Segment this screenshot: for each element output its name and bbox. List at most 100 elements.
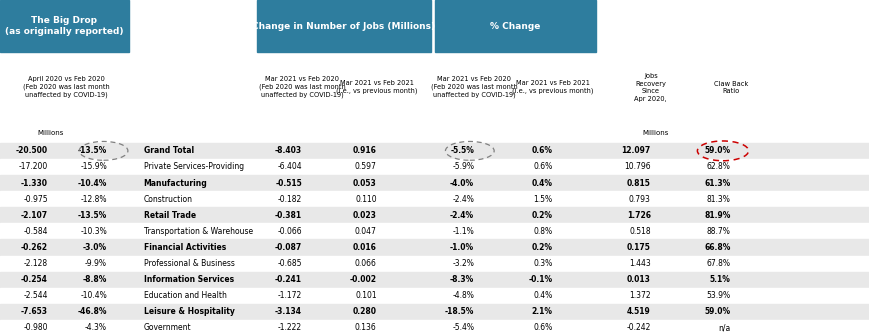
Text: 0.6%: 0.6% xyxy=(533,324,552,332)
Text: 0.280: 0.280 xyxy=(352,307,376,317)
Text: Mar 2021 vs Feb 2020
(Feb 2020 was last month
unaffected by COVID-19): Mar 2021 vs Feb 2020 (Feb 2020 was last … xyxy=(258,76,345,98)
Text: -4.3%: -4.3% xyxy=(85,324,107,332)
Text: -10.3%: -10.3% xyxy=(80,227,107,236)
Bar xyxy=(0,239,869,255)
Text: -10.4%: -10.4% xyxy=(80,291,107,300)
Text: -0.066: -0.066 xyxy=(277,227,302,236)
Text: -18.5%: -18.5% xyxy=(444,307,474,317)
Text: 88.7%: 88.7% xyxy=(706,227,730,236)
Text: -20.500: -20.500 xyxy=(16,146,48,155)
Text: 10.796: 10.796 xyxy=(623,162,650,171)
Text: 81.9%: 81.9% xyxy=(704,211,730,220)
Text: -0.975: -0.975 xyxy=(23,195,48,204)
Text: -0.1%: -0.1% xyxy=(527,275,552,284)
Text: Jobs
Recovery
Since
Apr 2020,: Jobs Recovery Since Apr 2020, xyxy=(634,73,667,101)
Text: 0.016: 0.016 xyxy=(353,243,376,252)
Text: 0.110: 0.110 xyxy=(355,195,376,204)
Text: 0.136: 0.136 xyxy=(355,324,376,332)
Text: -7.653: -7.653 xyxy=(21,307,48,317)
Text: -0.254: -0.254 xyxy=(21,275,48,284)
Text: -0.980: -0.980 xyxy=(23,324,48,332)
Bar xyxy=(0,255,869,271)
Text: 0.047: 0.047 xyxy=(355,227,376,236)
Text: 62.8%: 62.8% xyxy=(706,162,730,171)
Bar xyxy=(256,0,430,52)
Text: 5.1%: 5.1% xyxy=(709,275,730,284)
Text: -3.134: -3.134 xyxy=(275,307,302,317)
Text: 0.6%: 0.6% xyxy=(531,146,552,155)
Text: 0.101: 0.101 xyxy=(355,291,376,300)
Text: 0.013: 0.013 xyxy=(627,275,650,284)
Text: -1.1%: -1.1% xyxy=(452,227,474,236)
Text: Mar 2021 vs Feb 2021
(i.e., vs previous month): Mar 2021 vs Feb 2021 (i.e., vs previous … xyxy=(511,80,593,94)
Text: Private Services-Providing: Private Services-Providing xyxy=(143,162,243,171)
Text: 2.1%: 2.1% xyxy=(531,307,552,317)
Text: The Big Drop
(as originally reported): The Big Drop (as originally reported) xyxy=(5,16,123,36)
Text: -9.9%: -9.9% xyxy=(85,259,107,268)
Text: 0.4%: 0.4% xyxy=(533,291,552,300)
Text: 0.518: 0.518 xyxy=(628,227,650,236)
Text: -8.3%: -8.3% xyxy=(449,275,474,284)
Text: -0.002: -0.002 xyxy=(349,275,376,284)
Bar xyxy=(0,304,869,320)
Text: 59.0%: 59.0% xyxy=(704,146,730,155)
Text: -3.2%: -3.2% xyxy=(452,259,474,268)
Text: -5.9%: -5.9% xyxy=(452,162,474,171)
Text: -0.381: -0.381 xyxy=(275,211,302,220)
Text: -2.107: -2.107 xyxy=(21,211,48,220)
Text: -2.128: -2.128 xyxy=(23,259,48,268)
Text: 0.175: 0.175 xyxy=(627,243,650,252)
Text: 0.3%: 0.3% xyxy=(533,259,552,268)
Text: -46.8%: -46.8% xyxy=(77,307,107,317)
Text: -0.584: -0.584 xyxy=(23,227,48,236)
Text: -2.4%: -2.4% xyxy=(452,195,474,204)
Text: -12.8%: -12.8% xyxy=(81,195,107,204)
Text: Financial Activities: Financial Activities xyxy=(143,243,226,252)
Text: -0.087: -0.087 xyxy=(275,243,302,252)
Bar xyxy=(0,288,869,304)
Text: -0.515: -0.515 xyxy=(275,178,302,187)
Text: Change in Number of Jobs (Millions): Change in Number of Jobs (Millions) xyxy=(252,22,434,31)
Text: 0.8%: 0.8% xyxy=(533,227,552,236)
Bar xyxy=(0,207,869,223)
Text: Manufacturing: Manufacturing xyxy=(143,178,207,187)
Text: -4.8%: -4.8% xyxy=(452,291,474,300)
Text: 0.023: 0.023 xyxy=(353,211,376,220)
Text: Mar 2021 vs Feb 2020
(Feb 2020 was last month
unaffected by COVID-19): Mar 2021 vs Feb 2020 (Feb 2020 was last … xyxy=(430,76,517,98)
Text: 59.0%: 59.0% xyxy=(704,307,730,317)
Bar xyxy=(0,271,869,288)
Text: -8.403: -8.403 xyxy=(275,146,302,155)
Text: Construction: Construction xyxy=(143,195,192,204)
Text: 66.8%: 66.8% xyxy=(704,243,730,252)
Text: -1.0%: -1.0% xyxy=(449,243,474,252)
Text: 81.3%: 81.3% xyxy=(706,195,730,204)
Text: Millions: Millions xyxy=(37,130,63,136)
Text: -0.241: -0.241 xyxy=(275,275,302,284)
Text: 0.4%: 0.4% xyxy=(531,178,552,187)
Text: 4.519: 4.519 xyxy=(627,307,650,317)
Bar xyxy=(0,320,869,336)
Bar xyxy=(0,191,869,207)
Text: Transportation & Warehouse: Transportation & Warehouse xyxy=(143,227,252,236)
Text: 61.3%: 61.3% xyxy=(704,178,730,187)
Text: Government: Government xyxy=(143,324,191,332)
Text: -17.200: -17.200 xyxy=(18,162,48,171)
Text: -0.685: -0.685 xyxy=(277,259,302,268)
Text: % Change: % Change xyxy=(490,22,540,31)
Text: 1.443: 1.443 xyxy=(628,259,650,268)
Bar xyxy=(0,143,869,159)
Text: -2.4%: -2.4% xyxy=(449,211,474,220)
Text: -6.404: -6.404 xyxy=(277,162,302,171)
Text: -13.5%: -13.5% xyxy=(77,146,107,155)
Text: 12.097: 12.097 xyxy=(620,146,650,155)
Text: -5.5%: -5.5% xyxy=(450,146,474,155)
Text: 0.2%: 0.2% xyxy=(531,211,552,220)
Bar xyxy=(434,0,595,52)
Text: 1.726: 1.726 xyxy=(626,211,650,220)
Text: -10.4%: -10.4% xyxy=(77,178,107,187)
Text: -1.330: -1.330 xyxy=(21,178,48,187)
Text: Professional & Business: Professional & Business xyxy=(143,259,234,268)
Text: -5.4%: -5.4% xyxy=(452,324,474,332)
Text: April 2020 vs Feb 2020
(Feb 2020 was last month
unaffected by COVID-19): April 2020 vs Feb 2020 (Feb 2020 was las… xyxy=(23,76,109,98)
Text: 53.9%: 53.9% xyxy=(706,291,730,300)
